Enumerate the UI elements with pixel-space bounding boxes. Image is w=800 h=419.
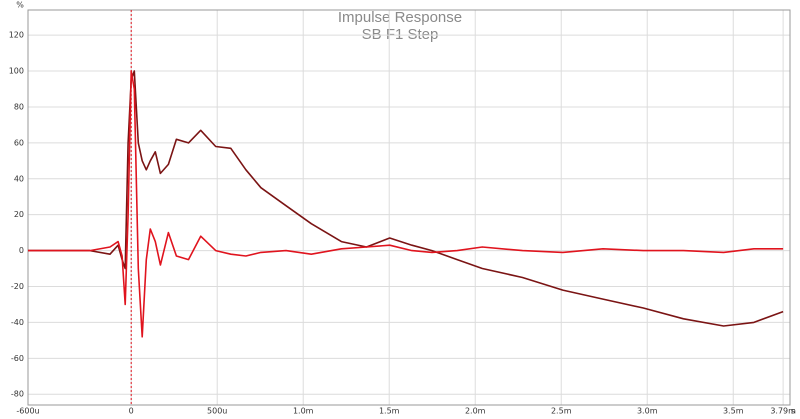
y-tick-label: 0 bbox=[19, 246, 24, 255]
x-tick-label: 0 bbox=[129, 407, 134, 416]
y-tick-label: -40 bbox=[11, 318, 24, 327]
plot-frame bbox=[27, 9, 791, 406]
x-tick-label: -600u bbox=[16, 407, 39, 416]
x-tick-label: 1.5m bbox=[379, 407, 400, 416]
y-tick-label: 60 bbox=[14, 138, 24, 147]
x-tick-label: 500u bbox=[207, 407, 227, 416]
y-tick-label: 100 bbox=[9, 67, 24, 76]
y-tick-label: 40 bbox=[14, 174, 24, 183]
y-tick-label: -20 bbox=[11, 282, 24, 291]
y-unit: % bbox=[16, 1, 24, 10]
series-line bbox=[28, 70, 784, 338]
x-tick-label: 2.5m bbox=[551, 407, 572, 416]
chart-title: Impulse Response bbox=[338, 9, 462, 26]
x-tick-label: 3.5m bbox=[723, 407, 744, 416]
y-tick-label: 120 bbox=[9, 31, 24, 40]
x-unit: s bbox=[791, 407, 795, 416]
y-tick-label: -60 bbox=[11, 354, 24, 363]
chart-subtitle: SB F1 Step bbox=[362, 26, 439, 43]
x-tick-label: 3.0m bbox=[637, 407, 658, 416]
x-tick-label: 2.0m bbox=[465, 407, 486, 416]
x-tick-label: 3.79m bbox=[770, 407, 796, 416]
y-tick-label: -80 bbox=[11, 390, 24, 399]
y-tick-label: 80 bbox=[14, 102, 24, 111]
y-tick-label: 20 bbox=[14, 210, 24, 219]
x-tick-label: 1.0m bbox=[293, 407, 314, 416]
